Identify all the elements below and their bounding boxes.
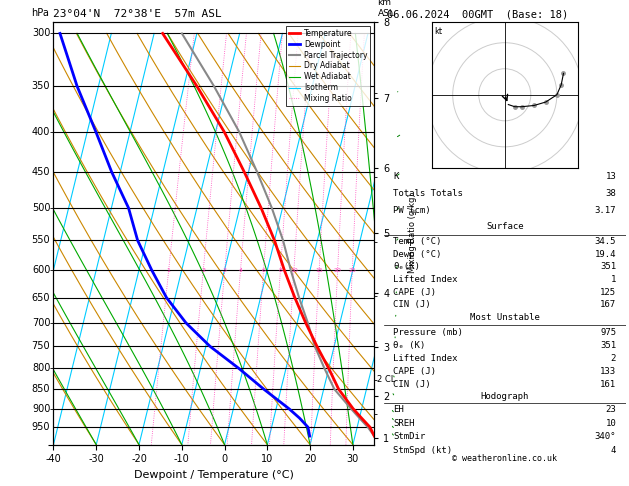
Text: 34.5: 34.5 (594, 237, 616, 246)
Text: K: K (393, 172, 399, 181)
Text: 4: 4 (238, 268, 242, 273)
Legend: Temperature, Dewpoint, Parcel Trajectory, Dry Adiabat, Wet Adiabat, Isotherm, Mi: Temperature, Dewpoint, Parcel Trajectory… (286, 26, 370, 106)
Text: 20: 20 (333, 268, 342, 273)
Text: km
ASL: km ASL (377, 0, 394, 17)
Text: 161: 161 (600, 380, 616, 389)
Text: Totals Totals: Totals Totals (393, 189, 463, 198)
Text: 650: 650 (31, 293, 50, 303)
Text: 351: 351 (600, 341, 616, 350)
Text: 38: 38 (606, 189, 616, 198)
Text: 750: 750 (31, 342, 50, 351)
Text: 700: 700 (31, 318, 50, 328)
Text: Mixing Ratio (g/kg): Mixing Ratio (g/kg) (408, 193, 417, 273)
Text: 125: 125 (600, 288, 616, 296)
Text: CIN (J): CIN (J) (393, 380, 431, 389)
Text: kt: kt (435, 27, 443, 36)
Text: 950: 950 (31, 422, 50, 432)
Text: 1: 1 (167, 268, 170, 273)
Text: PW (cm): PW (cm) (393, 206, 431, 215)
Text: 2: 2 (201, 268, 205, 273)
Text: 15: 15 (315, 268, 323, 273)
Text: hPa: hPa (31, 8, 49, 17)
Text: CIN (J): CIN (J) (393, 300, 431, 309)
Text: 350: 350 (31, 81, 50, 91)
Text: 400: 400 (32, 127, 50, 137)
Text: 975: 975 (600, 328, 616, 336)
Text: Surface: Surface (486, 222, 523, 231)
Text: 900: 900 (32, 404, 50, 414)
Text: SREH: SREH (393, 419, 415, 428)
Text: 8: 8 (279, 268, 282, 273)
Text: Dewp (°C): Dewp (°C) (393, 250, 442, 259)
Text: 167: 167 (600, 300, 616, 309)
Text: θₑ(K): θₑ(K) (393, 262, 420, 271)
Text: 10: 10 (606, 419, 616, 428)
Text: 340°: 340° (594, 432, 616, 441)
Text: © weatheronline.co.uk: © weatheronline.co.uk (452, 454, 557, 464)
Text: 6: 6 (262, 268, 265, 273)
Text: 2: 2 (611, 354, 616, 363)
Text: 23°04'N  72°38'E  57m ASL: 23°04'N 72°38'E 57m ASL (53, 9, 222, 19)
Text: 300: 300 (32, 29, 50, 38)
Text: CAPE (J): CAPE (J) (393, 288, 437, 296)
Text: 450: 450 (31, 167, 50, 177)
Text: 25: 25 (348, 268, 356, 273)
Text: 133: 133 (600, 367, 616, 376)
Text: CAPE (J): CAPE (J) (393, 367, 437, 376)
Text: Most Unstable: Most Unstable (470, 313, 540, 322)
Text: Lifted Index: Lifted Index (393, 275, 458, 284)
Text: 1: 1 (611, 275, 616, 284)
Text: 800: 800 (32, 364, 50, 373)
Text: Temp (°C): Temp (°C) (393, 237, 442, 246)
Text: 3.17: 3.17 (594, 206, 616, 215)
Text: 4: 4 (611, 446, 616, 454)
Text: 23: 23 (606, 405, 616, 414)
Text: 850: 850 (31, 384, 50, 394)
Text: 500: 500 (31, 203, 50, 213)
Text: 550: 550 (31, 236, 50, 245)
Text: 19.4: 19.4 (594, 250, 616, 259)
Text: θₑ (K): θₑ (K) (393, 341, 426, 350)
Text: 3: 3 (223, 268, 226, 273)
Text: EH: EH (393, 405, 404, 414)
Text: 351: 351 (600, 262, 616, 271)
Text: Lifted Index: Lifted Index (393, 354, 458, 363)
X-axis label: Dewpoint / Temperature (°C): Dewpoint / Temperature (°C) (134, 470, 294, 480)
Text: 2 CL: 2 CL (377, 375, 396, 384)
Text: 10: 10 (290, 268, 298, 273)
Text: 13: 13 (606, 172, 616, 181)
Text: 600: 600 (32, 265, 50, 275)
Text: Hodograph: Hodograph (481, 392, 529, 401)
Text: StmSpd (kt): StmSpd (kt) (393, 446, 452, 454)
Text: StmDir: StmDir (393, 432, 426, 441)
Text: 06.06.2024  00GMT  (Base: 18): 06.06.2024 00GMT (Base: 18) (387, 9, 568, 19)
Text: Pressure (mb): Pressure (mb) (393, 328, 463, 336)
